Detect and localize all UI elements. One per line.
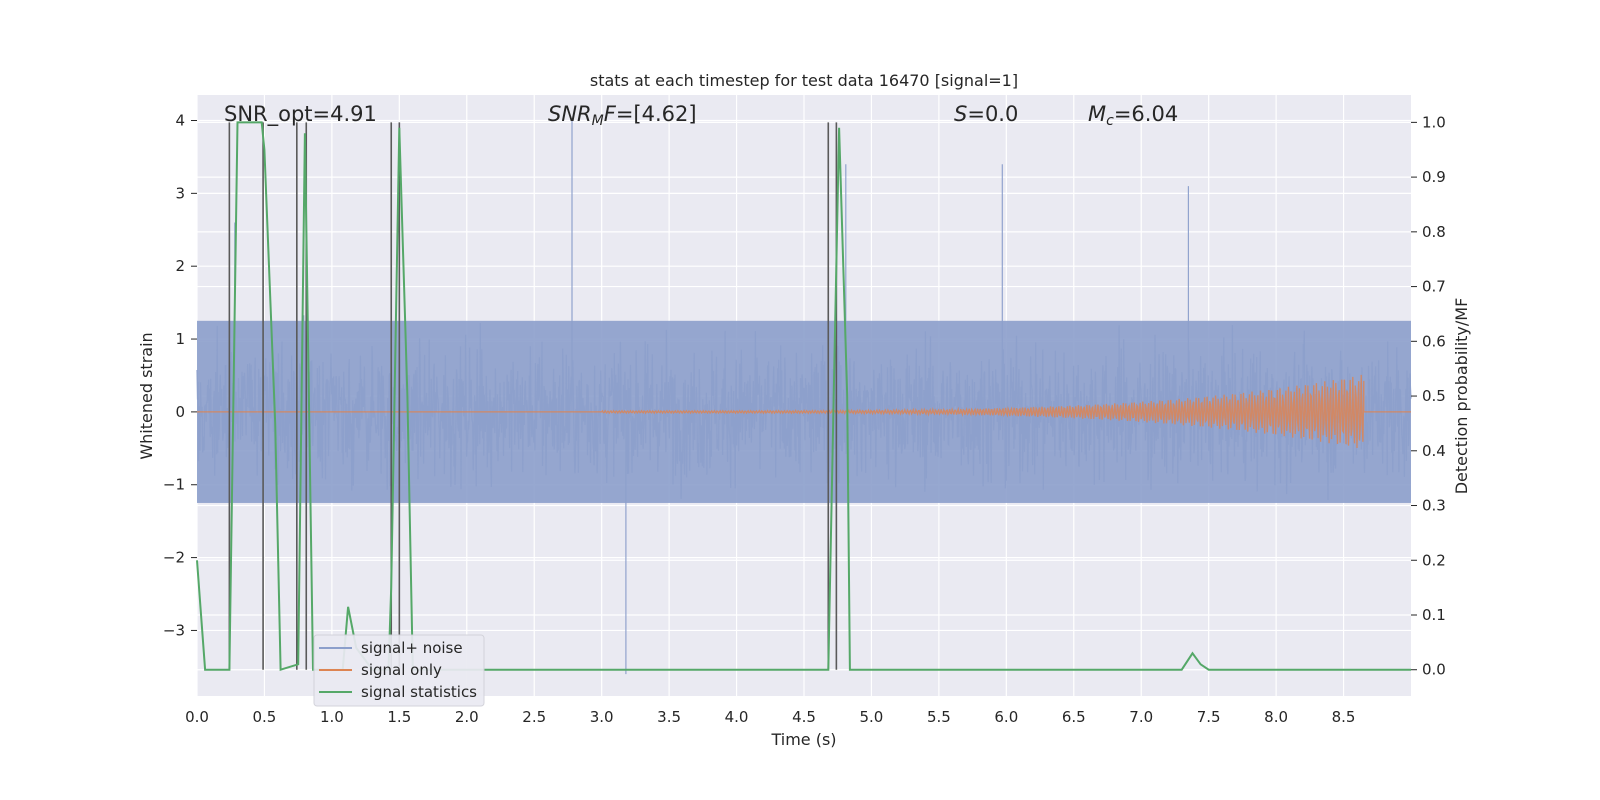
y-tick-label: −1: [163, 476, 185, 494]
legend: signal+ noise signal only signal statist…: [313, 634, 485, 707]
x-tick-label: 5.5: [927, 708, 951, 726]
y-right-axis-label: Detection probability/MF: [1452, 298, 1471, 495]
annotation-mc: Mc=6.04: [1088, 102, 1178, 129]
x-tick-label: 2.0: [455, 708, 479, 726]
annotation-snr-mf-value: =[4.62]: [616, 102, 697, 126]
x-tick-label: 3.5: [657, 708, 681, 726]
y-right-tick-label: 0.0: [1422, 661, 1446, 679]
y-tick-label: 3: [175, 184, 185, 202]
y-right-tick-label: 0.8: [1422, 223, 1446, 241]
y-tick-label: 2: [175, 257, 185, 275]
x-tick-label: 6.5: [1062, 708, 1086, 726]
x-tick-label: 7.5: [1197, 708, 1221, 726]
x-tick-label: 7.0: [1129, 708, 1153, 726]
signal-line: [197, 374, 1411, 449]
x-tick-label: 5.0: [860, 708, 884, 726]
y-tick-label: −2: [163, 549, 185, 567]
y-right-tick-label: 0.2: [1422, 551, 1446, 569]
stats-line: [196, 121, 1411, 672]
y-right-tick-label: 0.7: [1422, 278, 1446, 296]
y-right-tick-label: 0.6: [1422, 332, 1446, 350]
x-tick-label: 2.5: [522, 708, 546, 726]
y-tick-label: 4: [175, 111, 185, 129]
y-tick-label: 0: [175, 403, 185, 421]
y-right-tick-label: 0.1: [1422, 606, 1446, 624]
chart-title: stats at each timestep for test data 164…: [590, 71, 1018, 90]
annotation-snr-opt: SNR_opt=4.91: [224, 102, 377, 127]
y-tick-label: 1: [175, 330, 185, 348]
legend-label-stats: signal statistics: [361, 683, 477, 701]
x-axis-ticks: 0.0 0.5 1.0 1.5 2.0 2.5 3.0 3.5 4.0 4.5 5.0 5.5 6.0 6…: [185, 708, 1355, 726]
x-tick-label: 8.5: [1332, 708, 1356, 726]
x-tick-label: 1.0: [320, 708, 344, 726]
x-tick-label: 3.0: [590, 708, 614, 726]
y-axis-label: Whitened strain: [137, 332, 156, 459]
annotation-s-stat: S=0.0: [954, 102, 1018, 126]
legend-label-noise: signal+ noise: [361, 639, 463, 657]
x-tick-label: 4.5: [792, 708, 816, 726]
legend-box: [313, 634, 485, 707]
annotation-snr-mf: SNRMF=[4.62]: [548, 102, 697, 129]
y-right-tick-label: 0.5: [1422, 387, 1446, 405]
series-signal-only: [197, 374, 1411, 449]
x-tick-label: 8.0: [1264, 708, 1288, 726]
y-right-tick-label: 0.4: [1422, 442, 1446, 460]
x-tick-label: 0.5: [253, 708, 277, 726]
y-right-axis-ticks: 0.0 0.1 0.2 0.3 0.4 0.5 0.6 0.7 0.8 0.9 1.0: [1411, 113, 1446, 679]
annotations: SNR_opt=4.91 SNRMF=[4.62] S=0.0 Mc=6.04: [224, 102, 1178, 129]
y-right-tick-label: 0.3: [1422, 497, 1446, 515]
x-tick-label: 1.5: [387, 708, 411, 726]
x-tick-label: 4.0: [725, 708, 749, 726]
series-signal-statistics: [196, 121, 1411, 672]
y-right-tick-label: 1.0: [1422, 113, 1446, 131]
x-tick-label: 6.0: [994, 708, 1018, 726]
x-axis-label: Time (s): [770, 730, 836, 749]
y-right-tick-label: 0.9: [1422, 168, 1446, 186]
legend-label-signal: signal only: [361, 661, 442, 679]
y-tick-label: −3: [163, 621, 185, 639]
y-axis-ticks: 4 3 2 1 0 −1 −2 −3: [163, 111, 197, 639]
x-tick-label: 0.0: [185, 708, 209, 726]
